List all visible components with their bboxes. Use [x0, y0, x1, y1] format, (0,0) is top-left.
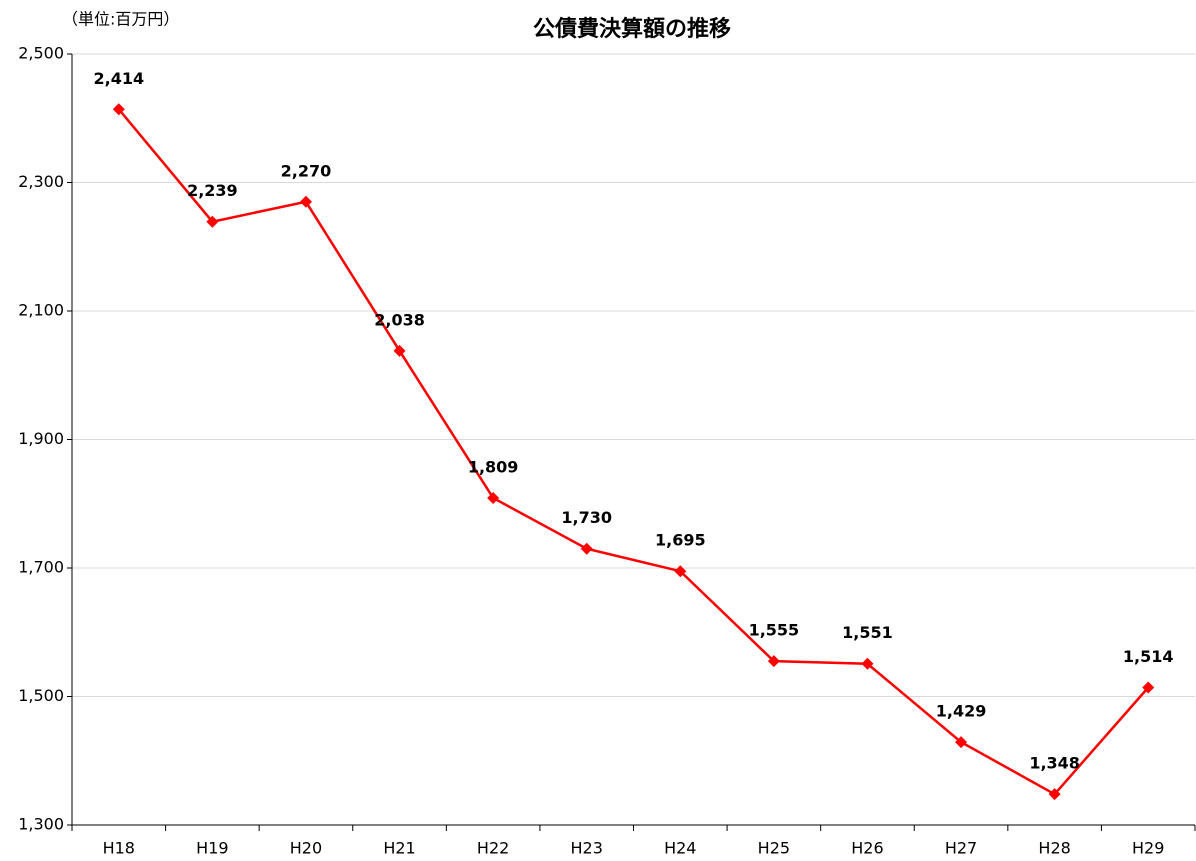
y-tick-label: 1,500 — [18, 686, 64, 705]
marker — [955, 736, 968, 749]
marker — [767, 655, 780, 668]
marker — [299, 195, 312, 208]
x-tick-label: H28 — [1038, 839, 1070, 858]
data-label: 1,429 — [936, 702, 987, 721]
data-label: 1,555 — [749, 621, 800, 640]
x-tick-label: H26 — [851, 839, 883, 858]
x-tick-label: H29 — [1132, 839, 1164, 858]
marker — [861, 657, 874, 670]
x-tick-label: H27 — [945, 839, 977, 858]
data-label: 2,038 — [374, 310, 425, 329]
x-tick-label: H19 — [196, 839, 228, 858]
x-tick-label: H20 — [290, 839, 322, 858]
marker — [112, 103, 125, 116]
unit-label: （単位:百万円） — [62, 10, 179, 29]
data-label: 1,809 — [468, 457, 519, 476]
data-label: 1,514 — [1123, 647, 1174, 666]
data-label: 1,730 — [561, 508, 612, 527]
y-tick-label: 2,300 — [18, 172, 64, 191]
x-tick-label: H23 — [571, 839, 603, 858]
x-tick-label: H25 — [758, 839, 790, 858]
y-tick-label: 1,300 — [18, 815, 64, 834]
chart-title: 公債費決算額の推移 — [533, 16, 731, 42]
data-label: 1,348 — [1029, 754, 1080, 773]
data-label: 2,239 — [187, 181, 238, 200]
x-tick-label: H21 — [383, 839, 415, 858]
marker — [1048, 788, 1061, 801]
data-label: 1,551 — [842, 623, 893, 642]
x-tick-label: H24 — [664, 839, 696, 858]
marker — [206, 215, 219, 228]
marker — [580, 542, 593, 555]
marker — [487, 491, 500, 504]
data-line — [117, 108, 1150, 796]
x-tick-label: H18 — [103, 839, 135, 858]
y-tick-label: 2,500 — [18, 44, 64, 63]
marker — [674, 565, 687, 578]
data-label: 2,414 — [93, 69, 144, 88]
data-label: 2,270 — [281, 161, 332, 180]
x-tick-label: H22 — [477, 839, 509, 858]
y-tick-label: 1,900 — [18, 429, 64, 448]
marker — [1142, 681, 1155, 694]
marker — [393, 344, 406, 357]
data-label: 1,695 — [655, 531, 706, 550]
y-tick-label: 1,700 — [18, 558, 64, 577]
y-tick-label: 2,100 — [18, 301, 64, 320]
